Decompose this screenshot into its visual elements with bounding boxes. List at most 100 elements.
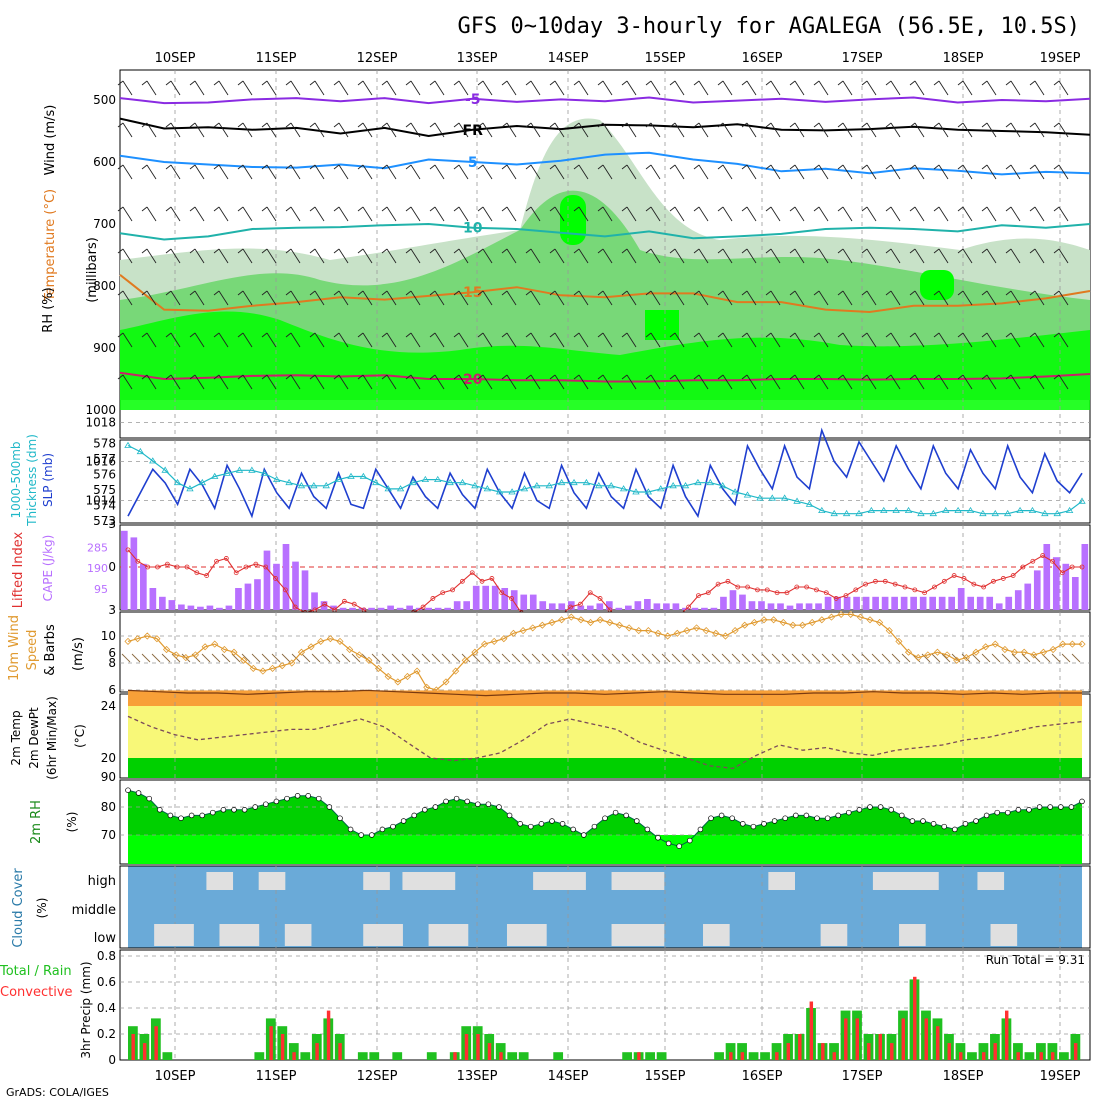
wind-barb-flag [429,80,436,86]
wind-barb-flag [1005,80,1012,86]
wind-barb-flag [861,248,868,254]
wind-barb-flag [501,80,508,86]
li-marker [843,593,849,598]
cape-bar [178,604,185,610]
wind-barb [314,248,325,264]
wind-barb-flag [909,374,916,380]
cape-bar [1033,570,1041,610]
thickness-marker [508,488,516,495]
rh-marker [241,807,248,813]
wind-barb [121,653,131,663]
cloud-low-block [441,924,456,946]
wind-barb [650,332,661,348]
li-marker [1020,564,1026,570]
precip-total-bar [1047,1043,1058,1060]
wind-speed-marker [452,667,460,675]
wind-barb [602,122,613,138]
wind-speed-marker [712,629,720,637]
thickness-marker [260,469,268,476]
wind-barb [841,653,851,663]
rh-marker [962,821,969,827]
wind-barb-flag [213,80,220,86]
wind-barb [1010,332,1021,348]
wind-barb [751,653,761,663]
wind-barb [986,332,997,348]
thickness-marker [966,506,975,513]
cloud-low-block [180,924,194,946]
wind-barb-flag [429,332,436,338]
rh-marker [199,812,205,819]
thickness-marker [632,488,640,495]
wind-barb-flag [765,332,772,338]
wind-barb [290,374,301,390]
rh-marker [708,815,714,821]
wind-speed-marker [317,637,325,645]
wind-barb-flag [309,164,316,170]
wind-barb [386,290,397,306]
wind-barb [242,164,253,180]
wind-barb-flag [645,206,652,212]
li-marker [715,581,721,587]
rh-marker [464,798,470,805]
cloud-low-block [716,924,730,946]
li-marker [263,564,269,570]
thickness-marker [942,506,950,513]
cape-tick-label: 95 [94,583,108,596]
wind-barb [938,374,949,390]
precip-total-bar [357,1052,368,1060]
wind-barb-flag [909,248,916,254]
wind-barb-flag [741,206,748,212]
thickness-marker [842,509,851,517]
wind-barb-flag [1029,122,1036,128]
wind-speed-marker [172,651,180,659]
li-marker [1040,553,1046,558]
wind-barb-flag [621,206,628,212]
wind-barb [362,248,373,264]
cloud-high-block [546,872,560,890]
cape-bar [1071,577,1079,610]
wind-barb [458,332,469,348]
wind-barb [431,653,441,663]
wind-barb [818,248,829,264]
rh-marker [528,823,534,830]
wind-barb-flag [1053,374,1060,380]
wind-barb-flag [501,122,508,128]
y-tick-label: 0 [108,560,116,574]
wind-barb [218,374,229,390]
cloud-high-block [402,872,417,890]
thickness-marker [570,478,578,486]
wind-barb-flag [597,122,604,128]
wind-barb [914,122,925,138]
wind-barb-flag [693,206,700,212]
wind-barb [211,653,221,663]
wind-barb-flag [117,332,124,338]
wind-barb [161,653,171,663]
thickness-marker [409,478,417,486]
wind-barb [506,122,517,138]
wind-barb [578,206,589,222]
precip-conv-bar [855,1018,860,1060]
li-marker [873,578,878,584]
cape-bar [501,588,509,610]
wind-barb [681,653,691,663]
wind-barb-flag [813,248,820,254]
cape-bar [710,607,718,610]
wind-barb [602,80,613,96]
wind-barb [962,290,973,306]
wind-barb [1051,653,1061,663]
rh-marker [1036,804,1043,810]
wind-barb-flag [405,206,412,212]
wind-barb [242,122,253,138]
wind-barb [626,332,637,348]
wind-speed-marker [654,629,662,637]
wind-barb [141,653,151,663]
li-marker [282,587,288,593]
wind-speed-marker [721,632,730,640]
wind-barb [722,122,733,138]
wind-barb [314,290,325,306]
wind-barb [578,290,589,306]
y-tick-label: 0 [108,1053,116,1067]
wind-barb [1034,206,1045,222]
wind-barb-flag [381,122,388,128]
wind-barb-flag [981,164,988,170]
